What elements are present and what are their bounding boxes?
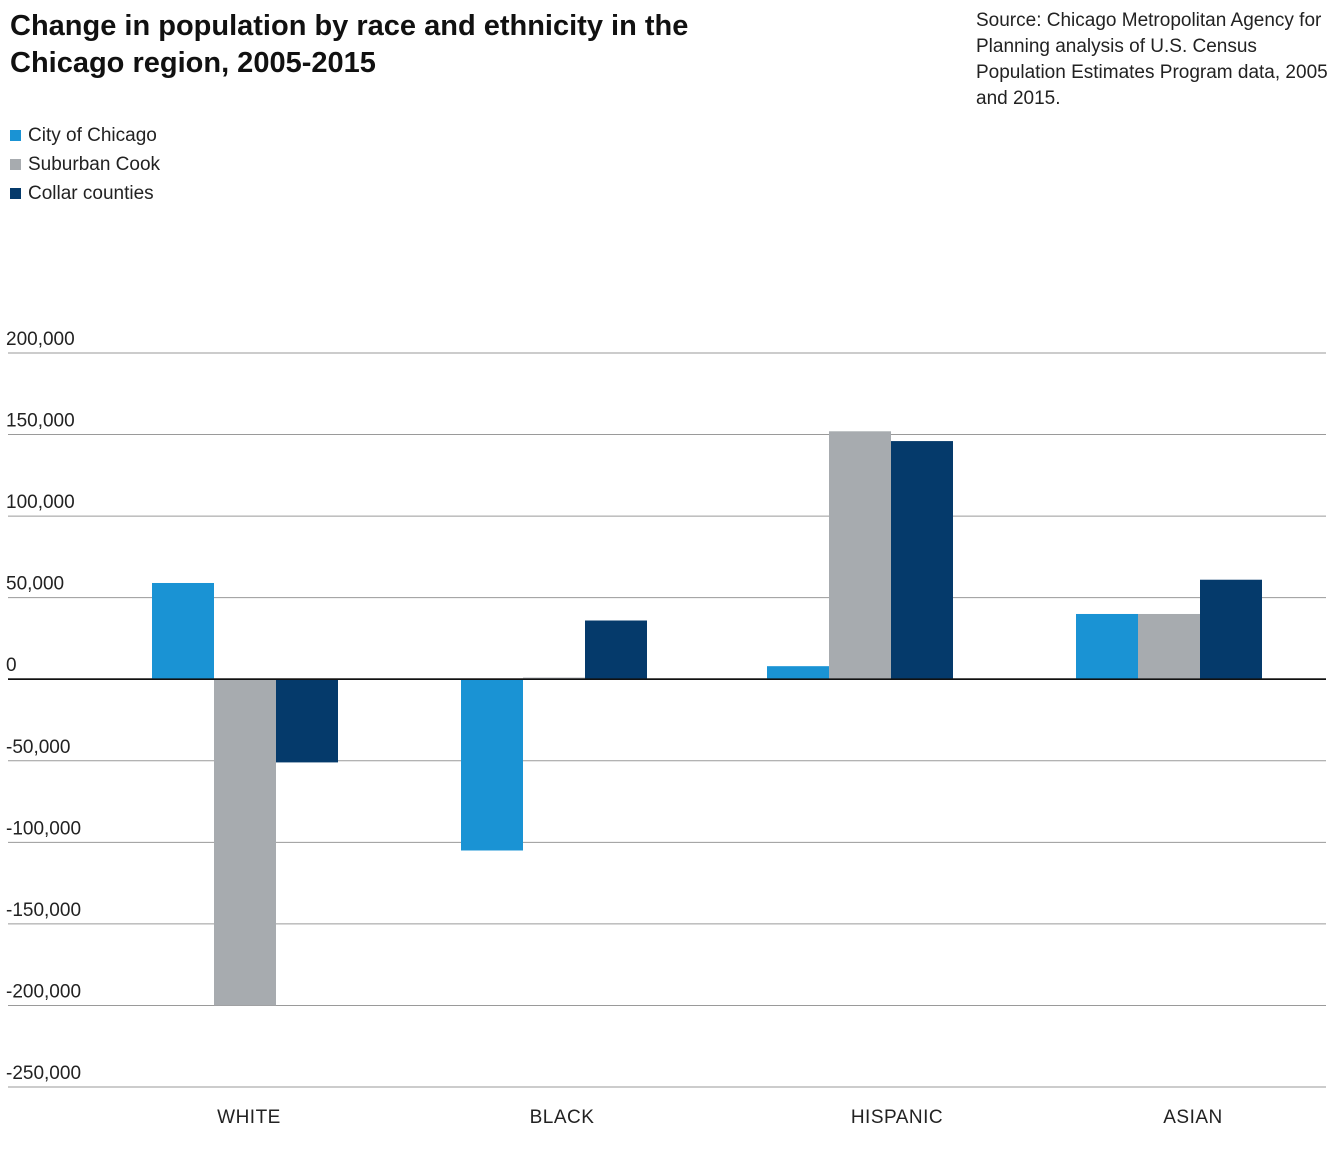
- legend: City of Chicago Suburban Cook Collar cou…: [10, 121, 160, 208]
- y-tick-label: -50,000: [6, 737, 70, 758]
- legend-label-suburban-cook: Suburban Cook: [28, 153, 161, 175]
- legend-label-collar-counties: Collar counties: [28, 182, 154, 204]
- y-tick-label: -100,000: [6, 818, 81, 839]
- y-tick-label: 50,000: [6, 574, 64, 595]
- bar-asian-suburban-cook: [1138, 613, 1200, 680]
- legend-item-collar-counties: Collar counties: [10, 179, 160, 208]
- x-tick-label-asian: ASIAN: [1163, 1107, 1223, 1128]
- source-note: Source: Chicago Metropolitan Agency for …: [976, 10, 1328, 109]
- y-tick-label: 0: [6, 655, 17, 676]
- bar-white-collar-counties: [276, 679, 338, 763]
- bar-hispanic-city-of-chicago: [767, 666, 829, 680]
- y-tick-label: 100,000: [6, 492, 75, 513]
- y-tick-label: 150,000: [6, 411, 75, 432]
- bar-black-city-of-chicago: [461, 679, 523, 851]
- bar-hispanic-collar-counties: [891, 441, 953, 680]
- y-tick-label: -200,000: [6, 981, 81, 1002]
- bar-black-suburban-cook: [523, 677, 585, 680]
- bar-hispanic-suburban-cook: [829, 431, 891, 680]
- bar-white-city-of-chicago: [152, 582, 214, 680]
- x-tick-label-white: WHITE: [217, 1107, 281, 1128]
- bar-asian-city-of-chicago: [1076, 613, 1138, 680]
- y-tick-label: -150,000: [6, 900, 81, 921]
- bar-asian-collar-counties: [1200, 579, 1262, 680]
- legend-swatch-suburban-cook: [10, 159, 21, 170]
- y-tick-label: -250,000: [6, 1063, 81, 1084]
- legend-swatch-city-of-chicago: [10, 130, 21, 141]
- legend-item-city-of-chicago: City of Chicago: [10, 121, 160, 150]
- legend-label-city-of-chicago: City of Chicago: [28, 124, 157, 146]
- x-tick-label-hispanic: HISPANIC: [851, 1107, 943, 1128]
- bar-white-suburban-cook: [214, 679, 276, 1006]
- bar-black-collar-counties: [585, 620, 647, 680]
- x-tick-label-black: BLACK: [530, 1107, 595, 1128]
- chart-title: Change in population by race and ethnici…: [10, 10, 689, 79]
- legend-item-suburban-cook: Suburban Cook: [10, 150, 160, 179]
- y-tick-label: 200,000: [6, 329, 75, 350]
- legend-swatch-collar-counties: [10, 188, 21, 199]
